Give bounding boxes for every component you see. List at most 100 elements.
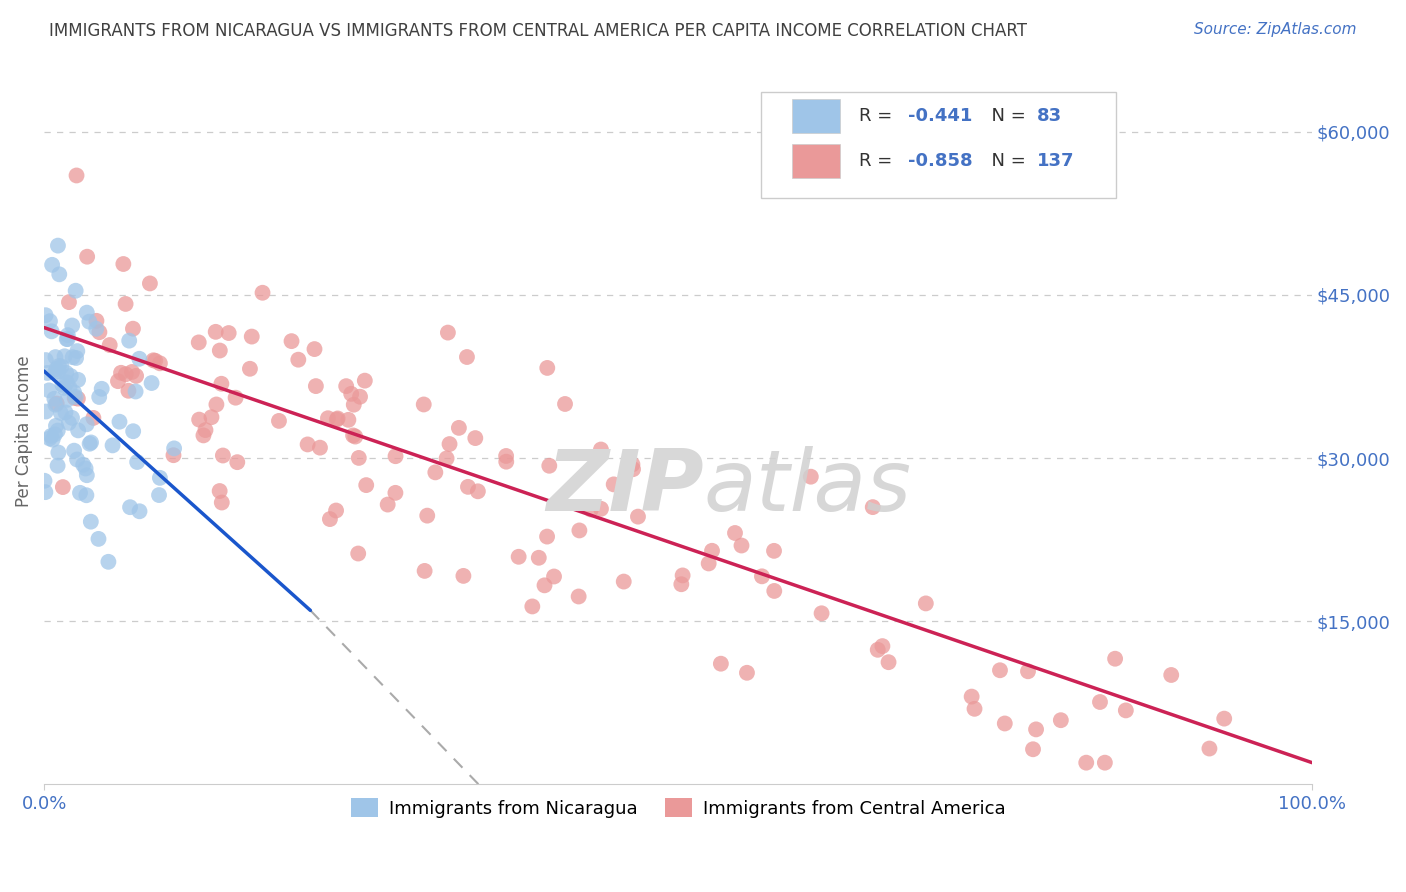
- Point: [139, 277, 162, 291]
- Point: [38, 384, 60, 398]
- Point: [163, 442, 186, 456]
- Point: [763, 583, 786, 598]
- Point: [65, 169, 87, 183]
- Point: [447, 421, 470, 435]
- Point: [51, 377, 73, 392]
- Point: [84, 322, 107, 336]
- Point: [960, 690, 983, 704]
- Point: [118, 334, 141, 348]
- Point: [527, 550, 550, 565]
- Text: -0.858: -0.858: [908, 152, 973, 169]
- Point: [751, 569, 773, 583]
- Point: [613, 574, 636, 589]
- Point: [128, 351, 150, 366]
- Point: [1050, 713, 1073, 727]
- Text: R =: R =: [859, 152, 898, 169]
- Point: [316, 411, 339, 425]
- Point: [1088, 695, 1111, 709]
- Point: [194, 423, 217, 437]
- Point: [800, 469, 823, 483]
- Point: [522, 599, 544, 614]
- Point: [37, 366, 59, 380]
- Point: [353, 374, 375, 388]
- Point: [866, 642, 889, 657]
- Point: [309, 441, 332, 455]
- Point: [62, 350, 84, 364]
- Point: [114, 297, 136, 311]
- Point: [464, 431, 486, 445]
- Point: [188, 412, 211, 426]
- Point: [34, 485, 56, 500]
- Point: [75, 461, 97, 475]
- Point: [76, 250, 98, 264]
- Point: [45, 418, 67, 433]
- Point: [735, 665, 758, 680]
- Point: [53, 381, 76, 395]
- Point: [41, 258, 63, 272]
- Point: [994, 716, 1017, 731]
- Point: [1017, 665, 1039, 679]
- Point: [252, 285, 274, 300]
- Point: [48, 268, 70, 282]
- Point: [55, 332, 77, 346]
- Point: [58, 416, 80, 430]
- Point: [1094, 756, 1116, 770]
- Point: [536, 530, 558, 544]
- Point: [162, 448, 184, 462]
- Point: [621, 462, 644, 476]
- Point: [34, 308, 56, 322]
- Point: [700, 543, 723, 558]
- Point: [86, 314, 108, 328]
- Point: [67, 423, 90, 437]
- Point: [98, 338, 121, 352]
- Point: [508, 549, 530, 564]
- Point: [67, 373, 90, 387]
- Point: [416, 508, 439, 523]
- Point: [672, 568, 695, 582]
- Point: [56, 392, 79, 407]
- Point: [342, 428, 364, 442]
- Point: [495, 449, 517, 463]
- Point: [1198, 741, 1220, 756]
- Point: [149, 356, 172, 370]
- Text: 137: 137: [1038, 152, 1074, 169]
- Point: [72, 458, 94, 472]
- Point: [66, 344, 89, 359]
- Point: [55, 405, 77, 419]
- Text: Source: ZipAtlas.com: Source: ZipAtlas.com: [1194, 22, 1357, 37]
- Point: [122, 424, 145, 438]
- Point: [326, 411, 349, 425]
- Point: [325, 503, 347, 517]
- Point: [45, 396, 67, 410]
- Point: [872, 639, 894, 653]
- Point: [38, 432, 60, 446]
- Point: [117, 384, 139, 398]
- Point: [89, 390, 111, 404]
- Point: [149, 471, 172, 485]
- Point: [87, 532, 110, 546]
- Point: [44, 392, 66, 406]
- Point: [326, 412, 349, 426]
- Point: [467, 484, 489, 499]
- Point: [589, 501, 612, 516]
- Point: [46, 238, 69, 252]
- Point: [536, 360, 558, 375]
- Text: 83: 83: [1038, 107, 1062, 125]
- Point: [1104, 651, 1126, 665]
- Point: [453, 569, 475, 583]
- Point: [436, 451, 458, 466]
- Point: [48, 359, 70, 373]
- Point: [114, 368, 136, 382]
- Point: [344, 429, 367, 443]
- Point: [354, 478, 377, 492]
- Point: [127, 455, 149, 469]
- Point: [112, 257, 135, 271]
- Point: [124, 384, 146, 399]
- Point: [148, 488, 170, 502]
- Point: [1022, 742, 1045, 756]
- Point: [101, 438, 124, 452]
- Point: [340, 387, 363, 401]
- Point: [55, 366, 77, 380]
- Point: [76, 306, 98, 320]
- Point: [80, 515, 103, 529]
